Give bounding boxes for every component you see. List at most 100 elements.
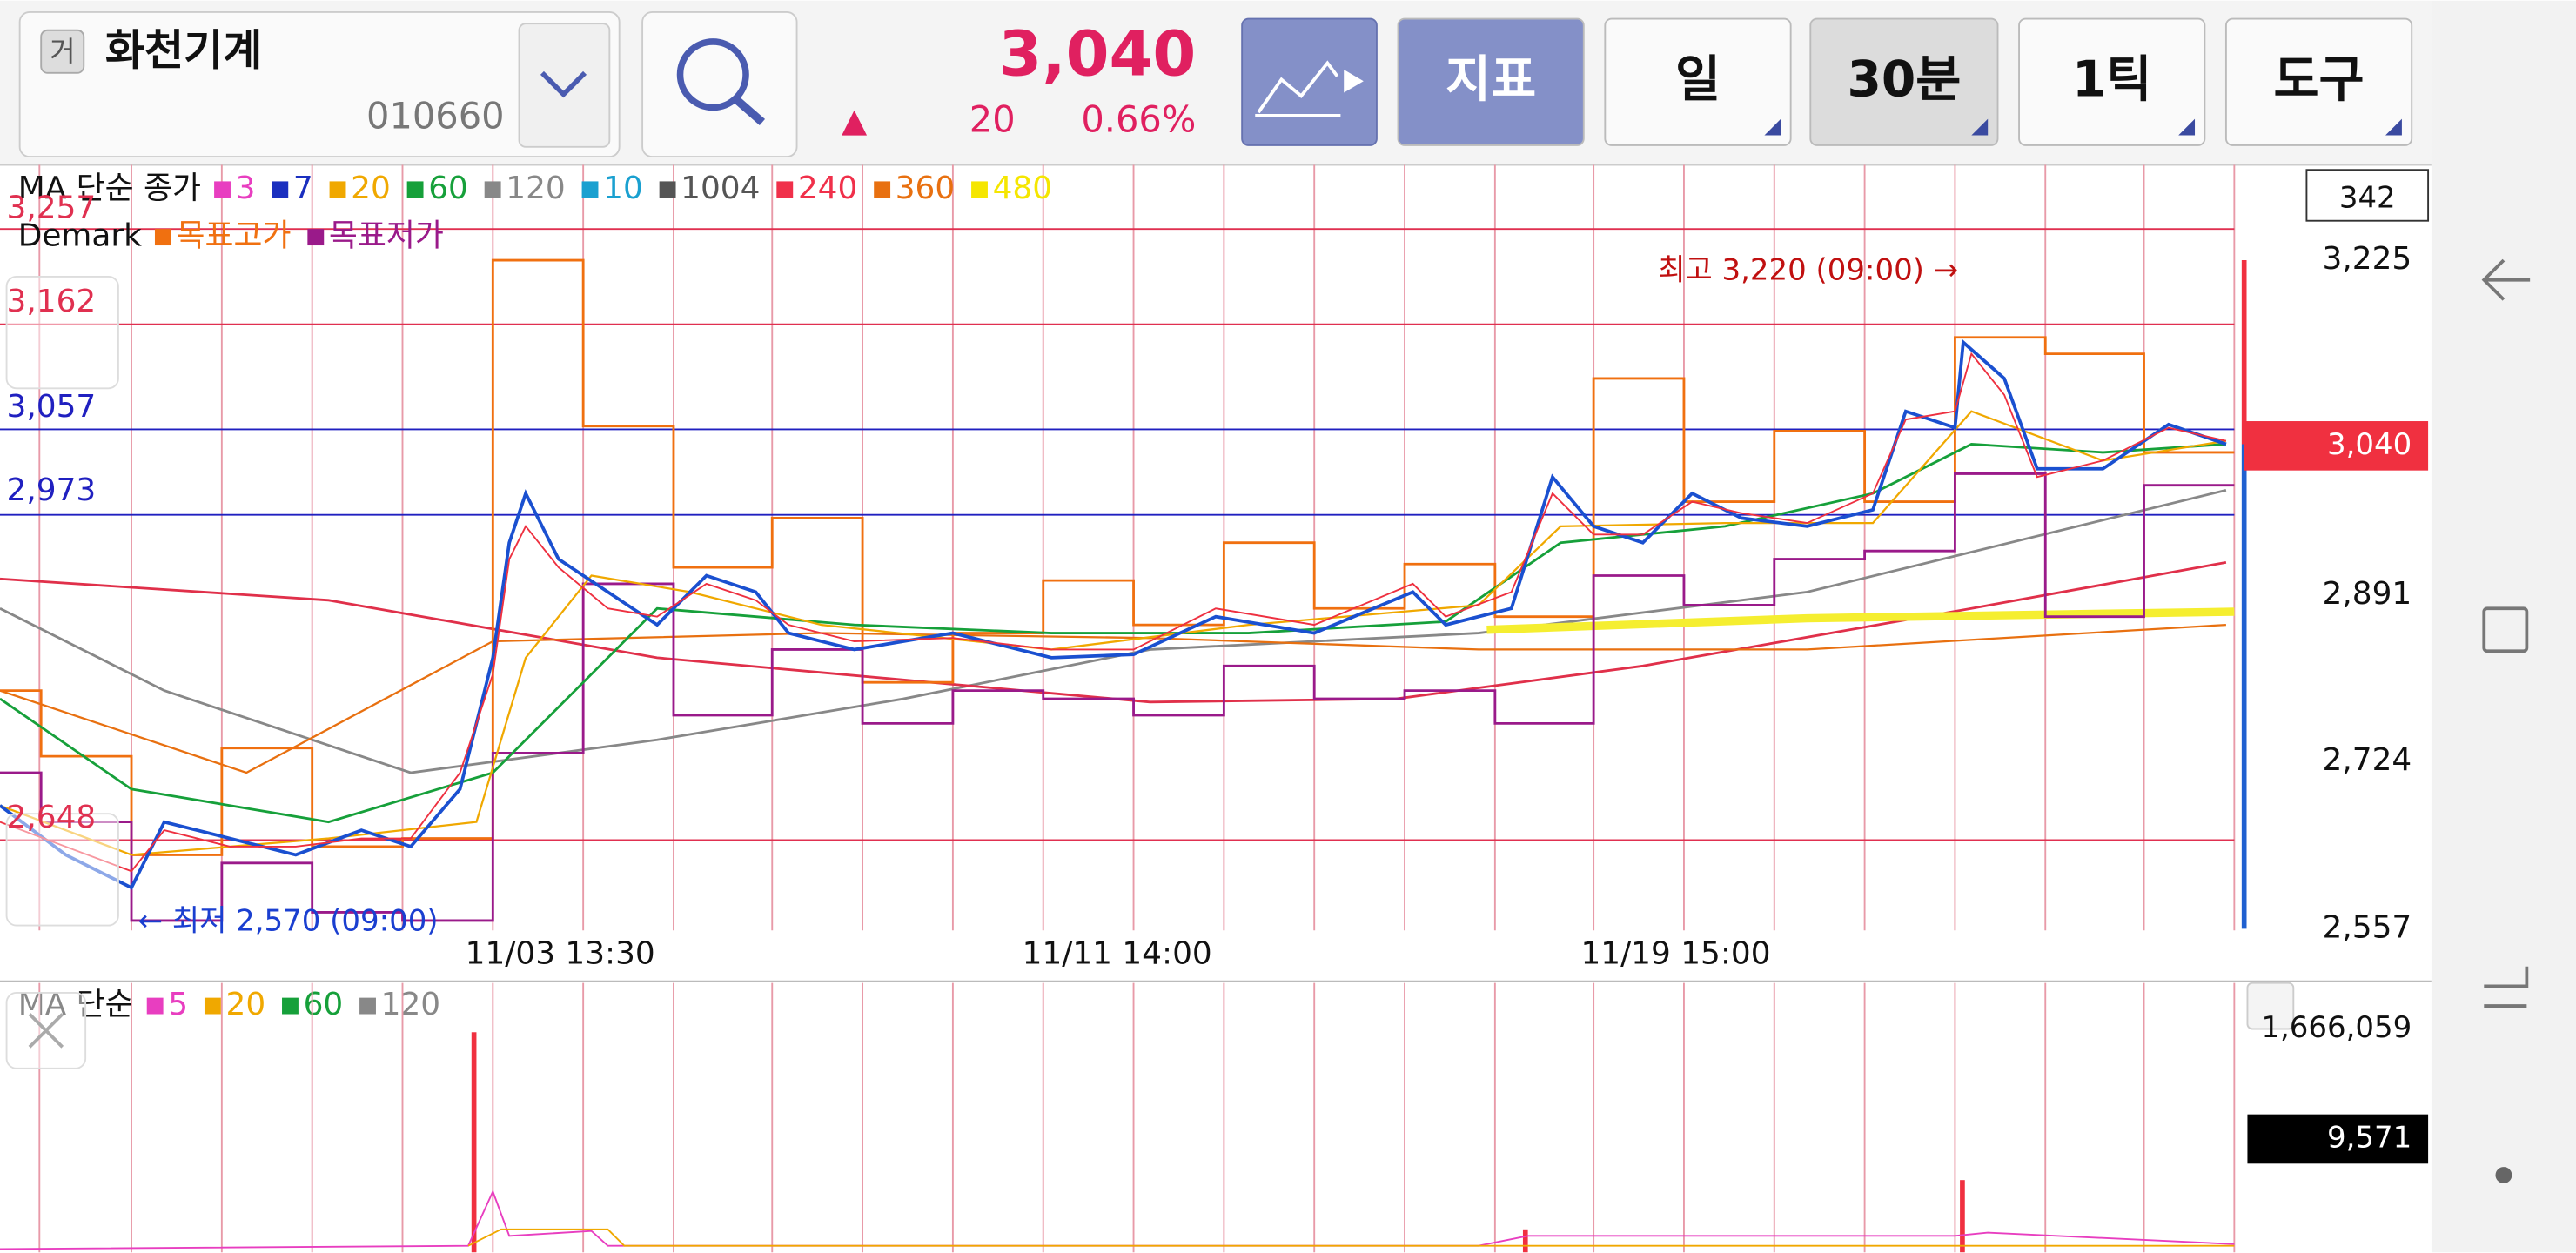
legend-label: 목표고가 [177, 218, 292, 254]
legend-label: 3 [236, 171, 256, 206]
badge-bg [40, 29, 85, 74]
toolbar-button-label: 도구 [2273, 51, 2364, 109]
legend-swatch [484, 181, 501, 198]
level-label: 3,162 [7, 284, 97, 319]
nav-recent[interactable] [2484, 966, 2529, 1008]
legend-label: 120 [506, 171, 565, 206]
current-price: 3,040 [998, 17, 1196, 90]
demark-high [0, 258, 2235, 856]
current-price-label: 3,040 [2327, 427, 2412, 462]
y-tick-label: 2,891 [2323, 576, 2412, 612]
legend-title: MA 단순 종가 [18, 171, 201, 206]
volume-box [2247, 1114, 2429, 1164]
volume-bar [1522, 1229, 1528, 1253]
current-price-box [2244, 421, 2429, 471]
volume-spike [471, 1032, 477, 1253]
search-icon [676, 38, 749, 111]
nav-home[interactable] [2482, 606, 2529, 653]
close-icon [28, 1013, 64, 1049]
up-arrow: ▲ [842, 101, 867, 139]
search-icon-handle [733, 96, 766, 126]
y-tick-label: 3,225 [2323, 241, 2412, 277]
toolbar-button[interactable] [1604, 17, 1792, 146]
legend-swatch [971, 181, 988, 198]
x-tick-label: 11/11 14:00 [1023, 936, 1212, 972]
chart-type-icon-arrow [1344, 70, 1364, 93]
legend-label: 1004 [681, 171, 760, 206]
zoom-out[interactable] [5, 813, 119, 927]
legend-swatch [204, 997, 221, 1015]
legend-swatch [282, 997, 299, 1015]
nav-dot[interactable] [2495, 1167, 2512, 1183]
legend-label: 120 [381, 987, 440, 1022]
legend-swatch [154, 229, 171, 246]
zoom-in[interactable] [5, 275, 119, 390]
high-note: 최고 3,220 (09:00) → [1658, 253, 1958, 288]
demark-low [0, 472, 2235, 922]
legend-label: 20 [351, 171, 391, 206]
level-label: 2,973 [7, 472, 97, 508]
level-label: 3,257 [7, 191, 97, 226]
legend-label: 240 [798, 171, 857, 206]
toolbar-button-label: 일 [1675, 51, 1721, 109]
legend-swatch [581, 181, 599, 198]
count-box [2305, 169, 2430, 222]
legend-swatch [214, 181, 231, 198]
search-button[interactable] [641, 11, 798, 158]
low-note: ← 최저 2,570 (09:00) [138, 903, 439, 938]
level-label: 2,648 [7, 800, 97, 835]
legend-swatch [406, 181, 424, 198]
volume-axis-max: 1,666,059 [2261, 1010, 2412, 1045]
nav-bar [2431, 0, 2576, 1253]
ma-60 [0, 443, 2227, 824]
toolbar-button[interactable] [2018, 17, 2206, 146]
legend-swatch [776, 181, 794, 198]
legend-label: 360 [896, 171, 955, 206]
legend-title: Demark [18, 218, 142, 254]
legend-swatch [307, 229, 325, 246]
legend-label: 60 [428, 171, 468, 206]
legend-swatch [874, 181, 891, 198]
vol-ma20 [467, 1228, 2235, 1247]
ma-120 [0, 488, 2227, 774]
count-text: 342 [2339, 181, 2396, 216]
legend-label: 60 [304, 987, 344, 1022]
legend-label: 목표저가 [329, 218, 444, 254]
legend-label: 10 [603, 171, 643, 206]
scroll-top[interactable] [2246, 982, 2295, 1030]
vol-ma5 [0, 1189, 2235, 1250]
x-tick-label: 11/19 15:00 [1580, 936, 1770, 972]
legend-swatch [329, 181, 346, 198]
change: 20 [969, 97, 1016, 140]
price-line-up [0, 352, 2227, 873]
volume-label: 9,571 [2327, 1120, 2412, 1155]
toolbar-button[interactable] [1809, 17, 1999, 146]
stock-code: 010660 [366, 95, 504, 137]
toolbar-button[interactable] [2224, 17, 2413, 146]
x-tick-label: 11/03 13:30 [466, 936, 655, 972]
nav-back[interactable] [2481, 258, 2531, 301]
legend-label: 5 [168, 987, 188, 1022]
chart-type-button[interactable] [1241, 17, 1378, 146]
dropdown-icon [540, 70, 587, 98]
toolbar-button-label: 1틱 [2072, 51, 2152, 109]
legend-label: 20 [226, 987, 266, 1022]
legend-swatch [359, 997, 376, 1015]
legend-label: 7 [293, 171, 313, 206]
toolbar-button-label: 지표 [1446, 51, 1536, 109]
chart-type-icon [1257, 60, 1339, 114]
legend-swatch [146, 997, 164, 1015]
toolbar-button[interactable] [1397, 17, 1585, 146]
dropdown[interactable] [518, 23, 611, 148]
y-tick-label: 2,557 [2323, 909, 2412, 945]
stock-box[interactable] [18, 11, 621, 158]
price-line [0, 338, 2227, 890]
legend-swatch [659, 181, 676, 198]
stock-name: 화천기계 [105, 25, 263, 76]
volume-spike [1960, 1180, 1965, 1253]
toolbar-button-label: 30분 [1847, 51, 1961, 109]
legend-swatch [272, 181, 289, 198]
legend-label: 480 [993, 171, 1052, 206]
